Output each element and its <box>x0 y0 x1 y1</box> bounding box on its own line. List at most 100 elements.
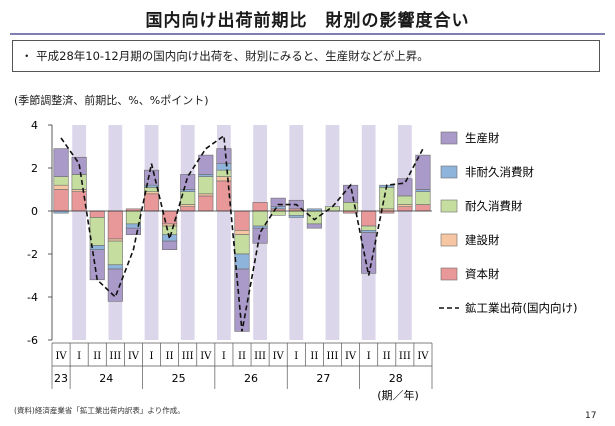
bar-segment <box>306 210 322 225</box>
bar-segment <box>234 234 250 255</box>
legend-swatch <box>440 165 458 179</box>
bar-segment <box>180 206 196 212</box>
year-label: 25 <box>172 372 186 385</box>
bar-segment <box>415 204 431 212</box>
year-label: 24 <box>99 372 113 385</box>
bar-segment <box>162 225 178 235</box>
bar-segment <box>198 174 214 177</box>
bar-segment <box>234 230 250 235</box>
bar-segment <box>53 189 69 212</box>
bar-segment <box>288 210 304 216</box>
bar-segment <box>288 215 304 218</box>
bar-segment <box>216 148 232 164</box>
bar-segment <box>143 193 160 212</box>
page-title: 国内向け出荷前期比 財別の影響度合い <box>145 11 470 31</box>
background-band <box>397 125 412 340</box>
bar-segment <box>162 240 178 251</box>
x-tick-label: I <box>150 351 154 362</box>
background-band <box>325 125 340 340</box>
background-band <box>289 125 304 340</box>
x-tick-label: II <box>238 351 246 362</box>
legend-swatch <box>440 131 458 145</box>
bar-segment <box>180 191 196 205</box>
background-band <box>144 125 159 340</box>
bar-segment <box>180 204 196 208</box>
legend-label: 非耐久消費財 <box>465 165 534 179</box>
x-tick-label: IV <box>55 351 67 362</box>
title-divider <box>10 33 605 35</box>
bar-segment <box>71 191 87 212</box>
year-label: 23 <box>54 372 68 385</box>
bar-segment <box>198 193 214 197</box>
bar-segment <box>270 210 286 216</box>
bar-segment <box>125 227 141 235</box>
year-label: 26 <box>244 372 258 385</box>
x-tick-label: II <box>93 351 101 362</box>
bar-segment <box>180 189 196 192</box>
bar-segment <box>162 210 178 225</box>
legend-swatch <box>440 267 458 281</box>
x-tick-label: IV <box>200 351 212 362</box>
bar-segment <box>379 187 395 210</box>
bar-segment <box>252 202 268 212</box>
x-tick-label: IV <box>345 351 357 362</box>
page-number: 17 <box>585 411 597 421</box>
year-label: 28 <box>389 372 403 385</box>
bar-segment <box>198 154 214 175</box>
y-tick-label: 4 <box>31 119 38 132</box>
bar-segment <box>198 195 214 212</box>
bar-segment <box>162 223 178 227</box>
bar-segment <box>53 148 69 177</box>
bar-segment <box>415 189 431 192</box>
bar-segment <box>270 197 286 208</box>
x-tick-label: IV <box>273 351 285 362</box>
bar-segment <box>53 184 69 190</box>
bar-segment <box>89 217 105 246</box>
bar-segment <box>89 249 105 281</box>
legend-label: 鉱工業出荷(国内向け) <box>465 301 577 315</box>
bar-segment <box>397 206 413 212</box>
series-line-total <box>60 134 424 332</box>
x-tick-label: III <box>399 351 411 362</box>
x-tick-label: III <box>327 351 339 362</box>
bar-segment <box>143 191 160 195</box>
legend-swatch <box>440 199 458 213</box>
x-tick-label: III <box>254 351 266 362</box>
x-axis-unit-label: (期／年) <box>377 388 419 402</box>
x-tick-label: I <box>222 351 226 362</box>
bar-segment <box>107 240 123 266</box>
legend-label: 生産財 <box>465 131 500 145</box>
bar-segment <box>71 174 87 190</box>
bar-segment <box>107 210 123 240</box>
bar-segment <box>216 169 232 177</box>
bar-segment <box>180 174 196 190</box>
bar-segment <box>415 191 431 205</box>
bar-segment <box>107 264 123 270</box>
bar-segment <box>216 176 232 182</box>
source-note: (資料)経済産業省「鉱工業出荷内訳表」より作成。 <box>14 406 185 415</box>
summary-box: ・ 平成28年10-12月期の国内向け出荷を、財別にみると、生産財などが上昇。 <box>12 40 600 72</box>
bar-segment <box>252 225 268 229</box>
bar-segment <box>234 210 250 231</box>
units-note: (季節調整済、前期比、%、%ポイント) <box>14 94 209 107</box>
bar-segment <box>343 184 359 203</box>
year-label: 27 <box>316 372 330 385</box>
y-tick-label: 2 <box>31 162 38 175</box>
bar-segment <box>306 223 322 229</box>
background-band <box>180 125 195 340</box>
x-tick-label: II <box>166 351 174 362</box>
x-tick-label: I <box>294 351 298 362</box>
x-tick-label: II <box>383 351 391 362</box>
legend-swatch <box>440 233 458 247</box>
x-tick-label: III <box>109 351 121 362</box>
x-tick-label: I <box>367 351 371 362</box>
bar-segment <box>89 210 105 218</box>
bar-segment <box>397 178 413 197</box>
bar-segment <box>53 176 69 186</box>
bar-segment <box>234 253 250 270</box>
x-tick-label: III <box>182 351 194 362</box>
y-tick-label: 0 <box>31 205 38 218</box>
x-tick-label: II <box>310 351 318 362</box>
legend-label: 建設財 <box>465 233 500 247</box>
legend-label: 資本財 <box>465 267 500 281</box>
